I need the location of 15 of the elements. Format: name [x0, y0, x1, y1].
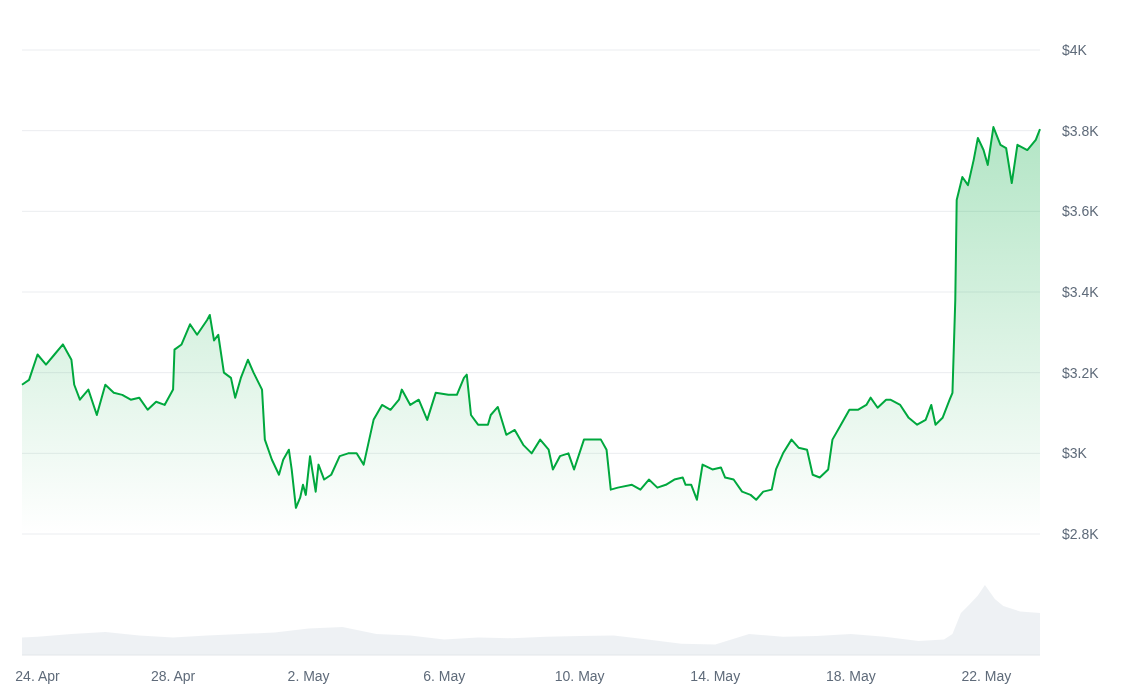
y-tick-label: $4K [1062, 41, 1088, 58]
y-tick-label: $3K [1062, 445, 1088, 462]
x-tick-label: 14. May [690, 667, 741, 684]
x-tick-label: 10. May [554, 667, 605, 684]
x-tick-label: 6. May [423, 667, 466, 684]
y-tick-label: $3.4K [1062, 283, 1100, 300]
y-tick-label: $3.2K [1062, 364, 1100, 381]
y-tick-label: $3.8K [1062, 122, 1100, 139]
y-tick-label: $2.8K [1062, 525, 1100, 542]
x-tick-label: 24. Apr [15, 667, 61, 684]
y-tick-label: $3.6K [1062, 203, 1100, 220]
x-tick-label: 22. May [961, 667, 1012, 684]
x-tick-label: 2. May [287, 667, 330, 684]
x-tick-label: 28. Apr [150, 667, 196, 684]
x-tick-label: 18. May [825, 667, 876, 684]
